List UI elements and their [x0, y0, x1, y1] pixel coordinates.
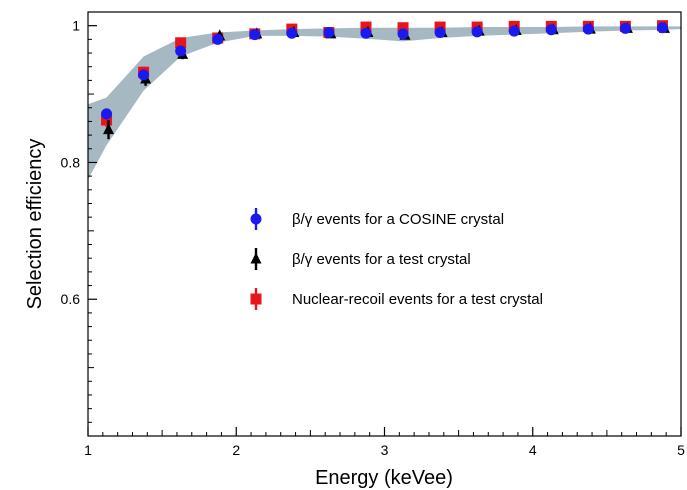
data-point-circle: [286, 27, 298, 39]
x-axis-title: Energy (keVee): [315, 467, 453, 489]
legend-item-nuclear-recoil: Nuclear-recoil events for a test crystal: [250, 288, 543, 310]
data-point-square: [101, 114, 113, 126]
y-tick-label: 0.8: [61, 154, 81, 170]
data-point-triangle: [103, 123, 115, 135]
legend-label-test-crystal: β/γ events for a test crystal: [292, 251, 471, 268]
legend-marker-square: [250, 288, 262, 310]
data-point-circle: [101, 108, 113, 120]
data-point-circle: [656, 22, 668, 34]
legend-marker-circle: [250, 208, 262, 230]
data-point-circle: [138, 69, 150, 81]
legend-symbol-circle: [250, 213, 262, 225]
x-tick-label: 2: [232, 442, 240, 458]
legend-label-cosine: β/γ events for a COSINE crystal: [292, 211, 504, 228]
data-point-circle: [249, 29, 261, 41]
data-point-square: [360, 21, 372, 33]
data-point-circle: [434, 27, 446, 39]
plot-area: [88, 20, 681, 180]
y-tick-label: 1: [72, 18, 80, 34]
data-point-square: [397, 22, 409, 34]
axes: 1 2 3 4 5 0.6 0.8 1: [61, 11, 685, 458]
y-axis-title: Selection efficiency: [24, 139, 46, 310]
data-point-circle: [508, 25, 520, 37]
data-point-circle: [323, 27, 335, 39]
x-tick-label: 1: [84, 442, 92, 458]
x-tick-label: 3: [381, 442, 389, 458]
data-point-circle: [212, 33, 224, 45]
data-point-circle: [360, 27, 372, 39]
legend-symbol-triangle: [250, 252, 262, 264]
legend-item-test-crystal: β/γ events for a test crystal: [250, 248, 471, 270]
data-point-square: [175, 37, 187, 49]
legend-marker-triangle: [250, 248, 262, 270]
legend-label-nuclear-recoil: Nuclear-recoil events for a test crystal: [292, 291, 543, 308]
y-tick-label: 0.6: [61, 291, 81, 307]
series-circle: [101, 22, 668, 120]
x-tick-label: 5: [677, 442, 685, 458]
data-point-circle: [471, 26, 483, 38]
data-point-circle: [619, 22, 631, 34]
data-point-circle: [582, 23, 594, 35]
data-point-circle: [175, 45, 187, 57]
legend-symbol-square: [250, 293, 262, 305]
legend: β/γ events for a COSINE crystal β/γ even…: [250, 208, 543, 310]
data-point-circle: [397, 28, 409, 40]
x-tick-label: 4: [529, 442, 537, 458]
data-point-circle: [545, 24, 557, 36]
legend-item-cosine: β/γ events for a COSINE crystal: [250, 208, 504, 230]
